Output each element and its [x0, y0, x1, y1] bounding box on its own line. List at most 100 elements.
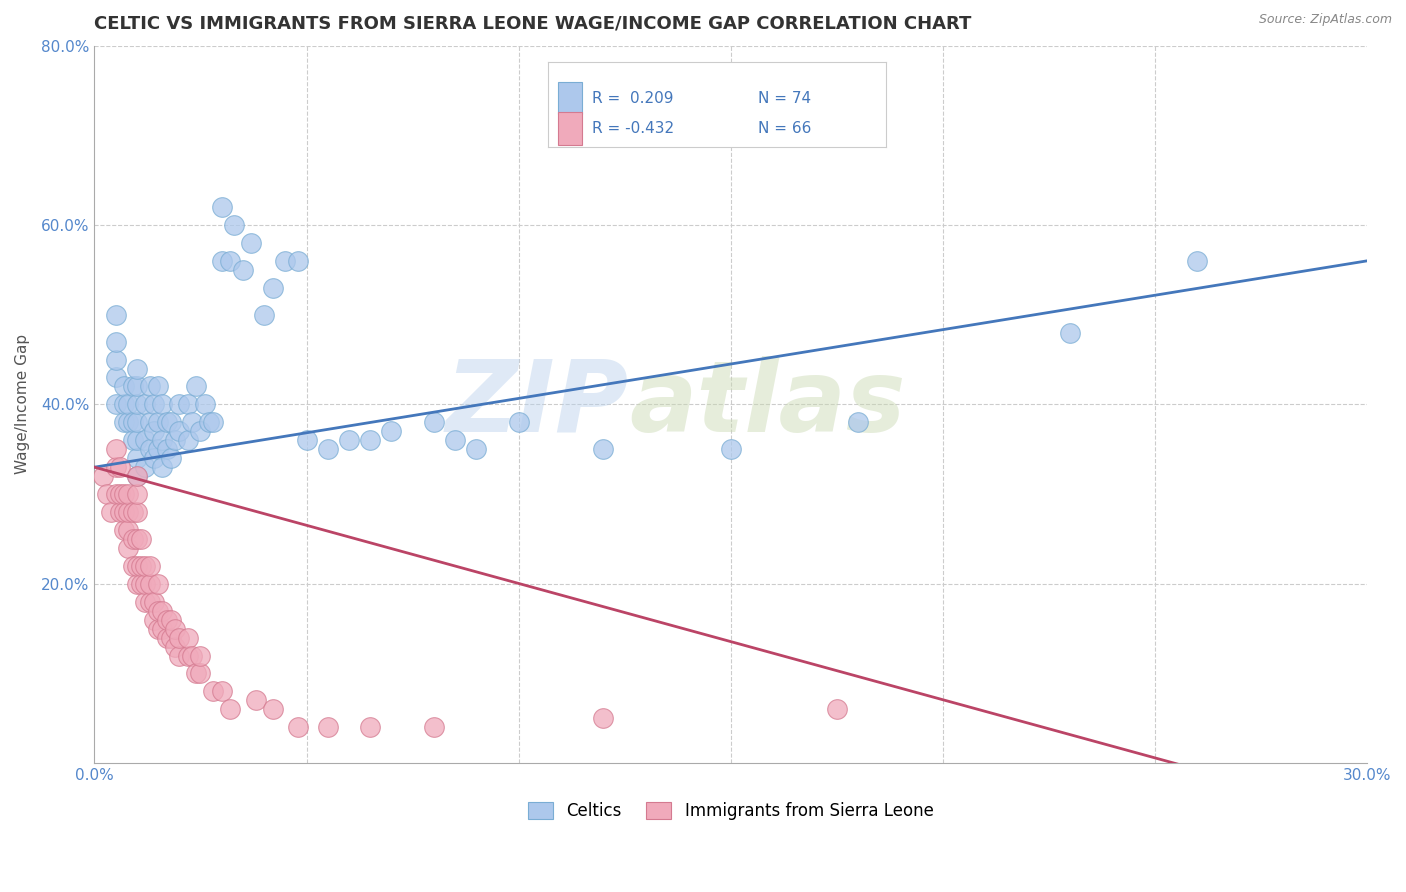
FancyBboxPatch shape [558, 82, 582, 114]
Point [159, 415, 181, 429]
Point [146, 442, 169, 457]
Point [134, 397, 156, 411]
Point [846, 415, 869, 429]
Point [181, 415, 204, 429]
Point [177, 434, 200, 448]
Text: atlas: atlas [628, 356, 905, 453]
Point [825, 702, 848, 716]
Point [121, 415, 143, 429]
Point [117, 487, 139, 501]
Point [129, 558, 152, 573]
Point [104, 352, 127, 367]
Point [150, 434, 173, 448]
Point [138, 595, 160, 609]
Point [125, 361, 148, 376]
Point [129, 532, 152, 546]
Point [219, 702, 242, 716]
Point [181, 648, 204, 663]
Point [112, 505, 135, 519]
Point [104, 334, 127, 349]
Point [125, 558, 148, 573]
Point [444, 434, 467, 448]
Legend: Celtics, Immigrants from Sierra Leone: Celtics, Immigrants from Sierra Leone [522, 795, 941, 827]
Point [465, 442, 488, 457]
Point [104, 397, 127, 411]
Point [169, 648, 191, 663]
Point [112, 379, 135, 393]
Point [150, 604, 173, 618]
Text: R =  0.209: R = 0.209 [592, 90, 673, 105]
Point [262, 702, 284, 716]
Point [142, 397, 165, 411]
Point [337, 434, 360, 448]
Point [125, 469, 148, 483]
Point [165, 622, 187, 636]
Point [134, 558, 156, 573]
Point [262, 281, 284, 295]
Point [142, 613, 165, 627]
Point [112, 397, 135, 411]
Point [146, 622, 169, 636]
Point [104, 442, 127, 457]
Point [508, 415, 530, 429]
Point [146, 415, 169, 429]
Point [112, 523, 135, 537]
Point [194, 397, 217, 411]
Point [104, 308, 127, 322]
Point [211, 684, 233, 698]
Point [422, 415, 444, 429]
Point [146, 604, 169, 618]
Point [165, 434, 187, 448]
Point [108, 460, 131, 475]
Point [287, 720, 309, 734]
Point [155, 613, 177, 627]
Point [359, 434, 381, 448]
Point [150, 622, 173, 636]
Point [190, 425, 212, 439]
Point [177, 397, 200, 411]
Point [159, 613, 181, 627]
Point [125, 434, 148, 448]
Y-axis label: Wage/Income Gap: Wage/Income Gap [15, 334, 30, 475]
Point [1185, 253, 1208, 268]
Point [245, 693, 267, 707]
Point [112, 415, 135, 429]
Text: ZIP: ZIP [446, 356, 628, 453]
Point [100, 505, 122, 519]
Point [134, 460, 156, 475]
Point [121, 505, 143, 519]
Text: N = 74: N = 74 [758, 90, 811, 105]
Point [287, 253, 309, 268]
Point [142, 425, 165, 439]
Point [138, 415, 160, 429]
Point [592, 711, 614, 725]
Point [104, 460, 127, 475]
Point [224, 218, 246, 232]
Point [186, 379, 208, 393]
Point [117, 541, 139, 555]
Point [125, 379, 148, 393]
Point [155, 442, 177, 457]
Point [125, 576, 148, 591]
FancyBboxPatch shape [558, 112, 582, 145]
Point [138, 558, 160, 573]
Point [720, 442, 742, 457]
Text: R = -0.432: R = -0.432 [592, 121, 675, 136]
Point [177, 631, 200, 645]
Point [211, 200, 233, 214]
Text: N = 66: N = 66 [758, 121, 811, 136]
Point [295, 434, 318, 448]
Point [138, 576, 160, 591]
Point [159, 451, 181, 466]
Point [129, 576, 152, 591]
Point [125, 469, 148, 483]
Point [155, 631, 177, 645]
Point [125, 451, 148, 466]
Point [112, 487, 135, 501]
Point [117, 415, 139, 429]
Point [169, 631, 191, 645]
Point [108, 487, 131, 501]
Point [202, 684, 225, 698]
Point [125, 415, 148, 429]
Point [232, 263, 254, 277]
